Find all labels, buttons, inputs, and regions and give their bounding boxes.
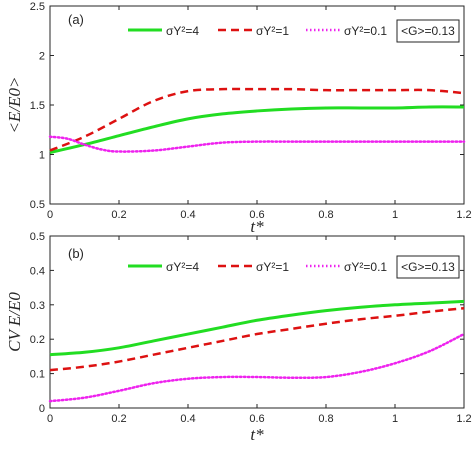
x-tick-label: 0.2	[111, 413, 126, 425]
x-tick-label: 1	[392, 413, 398, 425]
y-tick-labels: 0 0.1 0.2 0.3 0.4 0.5	[30, 231, 45, 415]
y-tick-label: 0	[39, 403, 45, 415]
x-tick-label: 1.2	[456, 413, 471, 425]
x-tick-label: 0	[47, 209, 53, 221]
panel-label: (b)	[68, 246, 84, 261]
plot-frame	[49, 235, 465, 409]
y-tick-label: 0.4	[30, 265, 45, 277]
x-tick-labels: 0 0.2 0.4 0.6 0.8 1 1.2	[47, 413, 472, 425]
series-line-2	[49, 87, 465, 152]
annotation-text: <G>=0.13	[401, 24, 455, 38]
legend-label-s2: σY²=1	[256, 260, 289, 274]
legend-label-s2: σY²=1	[256, 24, 289, 38]
series-lines	[48, 299, 466, 403]
plot-frame	[49, 5, 465, 205]
y-tick-label: 2	[39, 51, 45, 63]
annotation-box	[396, 255, 460, 279]
x-tick-label: 0.8	[318, 413, 333, 425]
legend-label-s1: σY²=4	[166, 24, 199, 38]
y-axis-label: <E/E0>	[5, 77, 24, 134]
legend-label-s3: σY²=0.1	[344, 260, 387, 274]
x-tick-label: 1	[392, 209, 398, 221]
y-tick-label: 2.5	[30, 1, 45, 13]
x-tick-label: 0.4	[180, 413, 195, 425]
chart-panel-a: 0 0.2 0.4 0.6 0.8 1 1.2 0.5 1 1.5 2 2.5 (a) σY²=4 …	[5, 1, 472, 236]
series-line-3	[48, 332, 466, 403]
x-tick-label: 0.2	[111, 209, 126, 221]
x-tick-label: 0.6	[249, 413, 264, 425]
y-axis-label: CV E/E0	[5, 292, 24, 352]
series-line-1	[49, 105, 465, 154]
series-lines	[48, 87, 466, 154]
x-axis-label: t*	[250, 217, 264, 236]
x-tick-label: 1.2	[456, 209, 471, 221]
y-tick-labels: 0.5 1 1.5 2 2.5	[30, 1, 45, 211]
x-tick-label: 0.6	[249, 209, 264, 221]
annotation-box	[396, 19, 460, 43]
legend: σY²=4 σY²=1 σY²=0.1 <G>=0.13	[128, 255, 460, 279]
y-tick-label: 0.5	[30, 231, 45, 243]
legend-label-s1: σY²=4	[166, 260, 199, 274]
y-tick-label: 0.5	[30, 199, 45, 211]
panel-label: (a)	[68, 12, 84, 27]
series-line-1	[49, 299, 465, 357]
chart-panel-b: 0 0.2 0.4 0.6 0.8 1 1.2 0 0.1 0.2 0.3 0.4 0.5 (b) σ…	[5, 231, 472, 444]
legend: σY²=4 σY²=1 σY²=0.1 <G>=0.13	[128, 19, 460, 43]
series-line-3	[48, 135, 466, 153]
legend-label-s3: σY²=0.1	[344, 24, 387, 38]
y-tick-label: 0.3	[30, 300, 45, 312]
y-tick-label: 1	[39, 150, 45, 162]
y-tick-label: 0.1	[30, 369, 45, 381]
x-tick-labels: 0 0.2 0.4 0.6 0.8 1 1.2	[47, 209, 472, 221]
y-tick-label: 0.2	[30, 334, 45, 346]
annotation-text: <G>=0.13	[401, 260, 455, 274]
x-tick-label: 0.4	[180, 209, 195, 221]
x-tick-label: 0.8	[318, 209, 333, 221]
x-tick-label: 0	[47, 413, 53, 425]
x-axis-label: t*	[250, 425, 264, 444]
y-tick-label: 1.5	[30, 100, 45, 112]
series-line-2	[49, 306, 465, 372]
